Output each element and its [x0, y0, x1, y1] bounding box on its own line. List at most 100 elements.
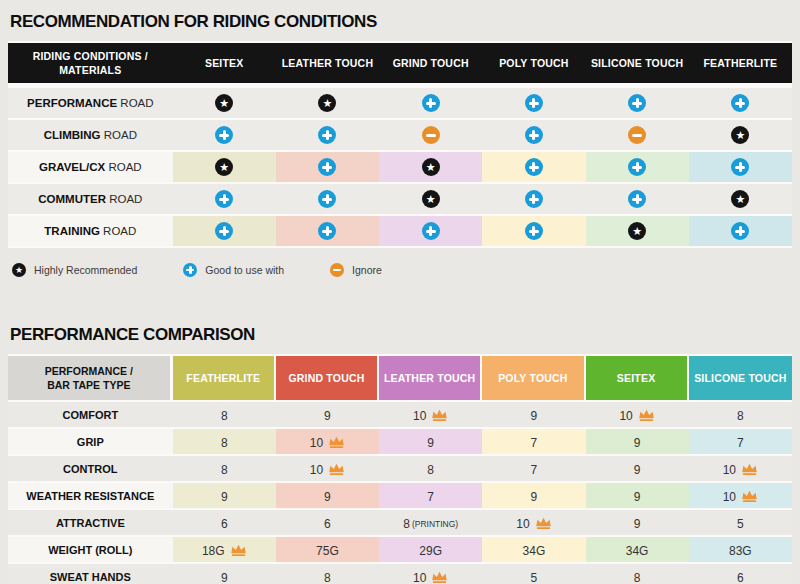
perf-cell: 6: [689, 564, 792, 584]
riding-cell: [276, 184, 379, 214]
perf-header-col-seitex: SEITEX: [586, 356, 689, 400]
star-icon: ★: [422, 190, 440, 208]
performance-table-shell: PERFORMANCE / BAR TAPE TYPE FEATHERLITEG…: [8, 354, 792, 584]
minus-icon: [628, 126, 646, 144]
perf-value: 5: [737, 517, 744, 531]
perf-value: 10: [516, 517, 529, 531]
riding-cell: [482, 216, 585, 246]
perf-header-col-grind-touch: GRIND TOUCH: [276, 356, 379, 400]
riding-cell: ★: [379, 184, 482, 214]
perf-row-label: SWEAT HANDS: [8, 564, 173, 584]
legend-label-plus: Good to use with: [205, 264, 284, 276]
perf-value: 7: [531, 436, 538, 450]
plus-icon: [731, 222, 749, 240]
perf-row-label: ATTRACTIVE: [8, 510, 173, 535]
star-icon: ★: [422, 158, 440, 176]
perf-cell: 10: [276, 456, 379, 481]
plus-icon: [628, 94, 646, 112]
perf-cell: 8: [173, 402, 276, 427]
riding-cell: [276, 120, 379, 150]
perf-cell: 8: [173, 456, 276, 481]
perf-header-col-featherlite: FEATHERLITE: [173, 356, 276, 400]
star-icon: ★: [215, 94, 233, 112]
perf-header-col-poly-touch: POLY TOUCH: [482, 356, 585, 400]
legend-item-plus: Good to use with: [183, 263, 284, 277]
perf-row-attractive: ATTRACTIVE 6 6 8(PRINTING) 10 9 5: [8, 510, 792, 535]
riding-row-label: COMMUTER ROAD: [8, 184, 173, 214]
perf-row-weather-resistance: WEATHER RESISTANCE9979910: [8, 483, 792, 508]
perf-value: 7: [531, 463, 538, 477]
riding-cell: [276, 216, 379, 246]
riding-cell: [379, 88, 482, 118]
perf-value: 75G: [316, 544, 339, 558]
plus-icon: [525, 94, 543, 112]
riding-header-col-featherlite: FEATHERLITE: [689, 43, 792, 86]
star-icon: ★: [318, 94, 336, 112]
perf-value: 10: [310, 463, 323, 477]
perf-cell: 8(PRINTING): [379, 510, 482, 535]
plus-icon: [215, 222, 233, 240]
riding-cell: [379, 120, 482, 150]
perf-value: 9: [634, 436, 641, 450]
riding-cell: [276, 152, 379, 182]
riding-cell: [586, 120, 689, 150]
plus-icon: [318, 190, 336, 208]
perf-cell: 75G: [276, 537, 379, 562]
riding-conditions-title: RECOMMENDATION FOR RIDING CONDITIONS: [10, 12, 792, 32]
crown-icon: [328, 463, 345, 476]
plus-icon: [525, 158, 543, 176]
perf-row-weight-roll: WEIGHT (ROLL)18G75G29G34G34G83G: [8, 537, 792, 562]
perf-cell: 6: [276, 510, 379, 535]
perf-value: 6: [221, 517, 228, 531]
perf-row-grip: GRIP8109797: [8, 429, 792, 454]
perf-row-label: WEIGHT (ROLL): [8, 537, 173, 562]
plus-icon: [628, 190, 646, 208]
riding-row-label: PERFORMANCE ROAD: [8, 88, 173, 118]
perf-row-control: CONTROL81087910: [8, 456, 792, 481]
riding-cell: ★: [586, 216, 689, 246]
perf-cell: 9: [276, 483, 379, 508]
riding-header-col-poly-touch: POLY TOUCH: [482, 43, 585, 86]
perf-row-sweat-hands: SWEAT HANDS9810586: [8, 564, 792, 584]
perf-value: 8: [403, 517, 410, 531]
perf-cell: 7: [379, 483, 482, 508]
perf-value: 10: [723, 463, 736, 477]
riding-cell: [689, 88, 792, 118]
perf-value: 6: [737, 571, 744, 584]
legend-label-minus: Ignore: [352, 264, 382, 276]
perf-value: 6: [324, 517, 331, 531]
perf-header-label-line1: PERFORMANCE /: [45, 365, 133, 377]
crown-icon: [741, 490, 758, 503]
perf-cell: 5: [482, 564, 585, 584]
perf-cell: 29G: [379, 537, 482, 562]
star-icon: ★: [628, 222, 646, 240]
perf-value-suffix: (PRINTING): [412, 519, 458, 529]
legend: ★Highly RecommendedGood to use withIgnor…: [12, 263, 792, 277]
perf-value: 9: [634, 490, 641, 504]
plus-icon: [422, 222, 440, 240]
crown-icon: [535, 517, 552, 530]
crown-icon: [431, 409, 448, 422]
minus-icon: [422, 126, 440, 144]
perf-value: 9: [221, 571, 228, 584]
perf-value: 7: [427, 490, 434, 504]
crown-icon: [638, 409, 655, 422]
riding-cell: [482, 88, 585, 118]
perf-row-label: CONTROL: [8, 456, 173, 481]
perf-value: 9: [634, 517, 641, 531]
perf-cell: 10: [689, 483, 792, 508]
perf-value: 8: [737, 409, 744, 423]
perf-header-label: PERFORMANCE / BAR TAPE TYPE: [8, 356, 173, 400]
riding-header-col-grind-touch: GRIND TOUCH: [379, 43, 482, 86]
perf-value: 9: [324, 409, 331, 423]
perf-cell: 9: [586, 456, 689, 481]
perf-cell: 10: [586, 402, 689, 427]
page: RECOMMENDATION FOR RIDING CONDITIONS RID…: [0, 0, 800, 584]
perf-value: 8: [221, 436, 228, 450]
riding-row-training: TRAINING ROAD★: [8, 216, 792, 246]
plus-icon: [422, 94, 440, 112]
perf-value: 9: [531, 409, 538, 423]
perf-cell: 7: [482, 456, 585, 481]
riding-header-col-seitex: SEITEX: [173, 43, 276, 86]
perf-cell: 5: [689, 510, 792, 535]
